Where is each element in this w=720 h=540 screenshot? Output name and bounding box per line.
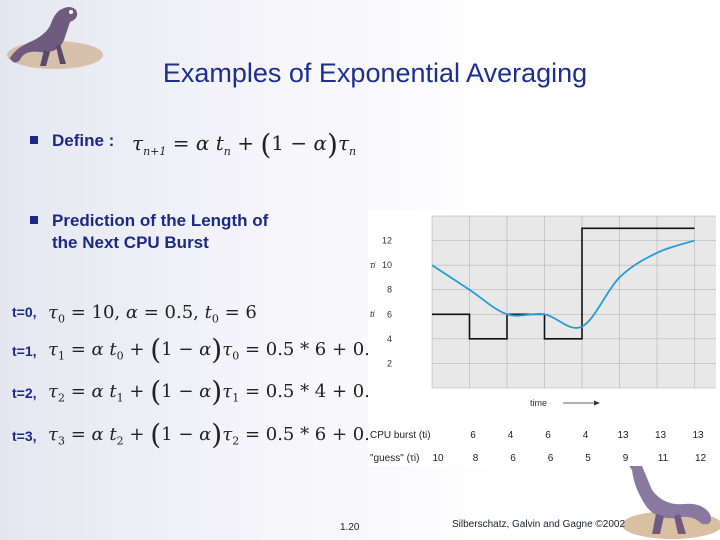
- exponential-averaging-chart: 2 4 6 8 10 12 τi ti time CPU burst (ti) "gues…: [368, 210, 720, 466]
- y-tick-label: 10: [382, 260, 392, 270]
- prediction-bullet: Prediction of the Length of the Next CPU…: [30, 210, 268, 254]
- table-cell-guess: 5: [585, 453, 591, 464]
- table-cell-burst: 6: [545, 430, 551, 441]
- row-label-t2: t=2,: [12, 385, 37, 401]
- chart-plot-area: [432, 216, 716, 388]
- table-cell-guess: 8: [473, 453, 479, 464]
- table-cell-guess: 6: [510, 453, 516, 464]
- bullet-square-icon: [30, 135, 38, 144]
- table-cell-burst: 13: [692, 430, 704, 441]
- define-formula: τn+1 = α tn + (1 − α)τn: [132, 128, 357, 161]
- row-label-t3: t=3,: [12, 428, 37, 444]
- y-axis-label-t: ti: [370, 309, 376, 319]
- y-tick-label: 2: [387, 358, 392, 368]
- y-tick-label: 6: [387, 309, 392, 319]
- footer-credit: Silberschatz, Galvin and Gagne ©2002: [452, 519, 626, 530]
- cpu-burst-series: [432, 227, 695, 340]
- y-tick-label: 12: [382, 236, 392, 246]
- table-cell-guess: 10: [432, 453, 444, 464]
- x-axis-label: time: [530, 398, 547, 408]
- table-cell-burst: 6: [470, 430, 476, 441]
- guess-series: [431, 239, 695, 329]
- chart-y-ticks: 2 4 6 8 10 12: [382, 236, 392, 369]
- dinosaur-logo-top: [7, 7, 103, 69]
- table-cell-guess: 12: [695, 453, 707, 464]
- page-number: 1.20: [340, 522, 360, 533]
- prediction-label-line2: the Next CPU Burst: [52, 233, 209, 252]
- bullet-square-icon: [30, 215, 38, 224]
- time-arrow-head-icon: [594, 400, 600, 406]
- table-cell-guess: 6: [548, 453, 554, 464]
- row-label-t0: t=0,: [12, 304, 37, 320]
- y-tick-label: 4: [387, 334, 392, 344]
- define-label: Define :: [52, 131, 115, 150]
- row-label-t1: t=1,: [12, 343, 37, 359]
- table-cell-burst: 4: [583, 430, 589, 441]
- define-bullet: Define :: [30, 131, 114, 151]
- y-tick-label: 8: [387, 285, 392, 295]
- table-cell-guess: 11: [658, 453, 669, 464]
- slide-title: Examples of Exponential Averaging: [162, 58, 588, 88]
- table-cell-burst: 4: [508, 430, 514, 441]
- formula-t0: τ0 = 10, α = 0.5, t0 = 6: [48, 302, 257, 326]
- prediction-label-line1: Prediction of the Length of: [52, 211, 269, 230]
- table-cell-guess: 9: [623, 453, 629, 464]
- y-axis-label-tau: τi: [370, 260, 376, 270]
- table-row1-label: CPU burst (ti): [370, 430, 431, 441]
- table-row2-label: "guess" (τi): [370, 453, 419, 464]
- table-cell-burst: 13: [617, 430, 629, 441]
- table-cell-burst: 13: [655, 430, 667, 441]
